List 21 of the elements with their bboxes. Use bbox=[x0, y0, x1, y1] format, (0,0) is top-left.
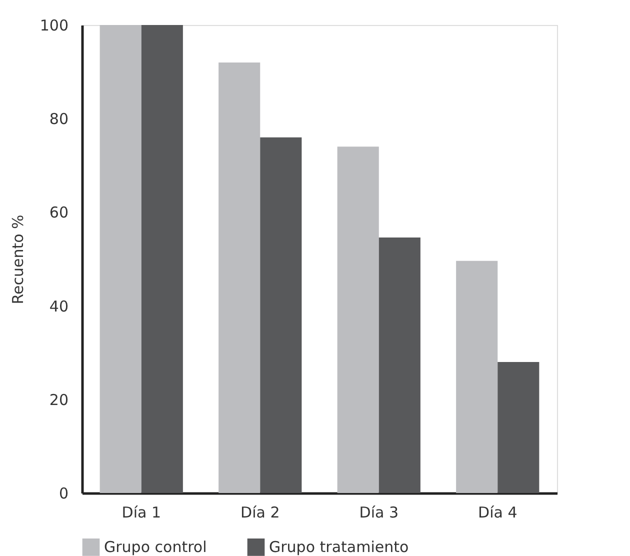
x-tick-label: Día 3 bbox=[359, 504, 398, 522]
y-tick-label: 40 bbox=[49, 297, 68, 316]
bar bbox=[456, 260, 498, 493]
y-tick-label: 60 bbox=[49, 204, 68, 222]
y-tick-label: 100 bbox=[40, 16, 68, 34]
bar bbox=[260, 137, 302, 493]
legend-label: Grupo tratamiento bbox=[269, 538, 409, 556]
bar bbox=[141, 25, 183, 493]
bar bbox=[378, 237, 420, 493]
x-tick-label: Día 2 bbox=[240, 504, 280, 522]
bar bbox=[100, 25, 142, 493]
bar bbox=[218, 62, 260, 493]
bar bbox=[337, 146, 379, 493]
y-tick-label: 0 bbox=[58, 484, 68, 502]
bar bbox=[498, 362, 540, 493]
y-axis-title: Recuento % bbox=[8, 214, 27, 304]
x-tick-label: Día 4 bbox=[478, 504, 518, 522]
y-tick-label: 80 bbox=[49, 110, 68, 128]
x-tick-label: Día 1 bbox=[122, 504, 161, 522]
legend-label: Grupo control bbox=[104, 538, 207, 556]
y-tick-label: 20 bbox=[49, 390, 68, 409]
